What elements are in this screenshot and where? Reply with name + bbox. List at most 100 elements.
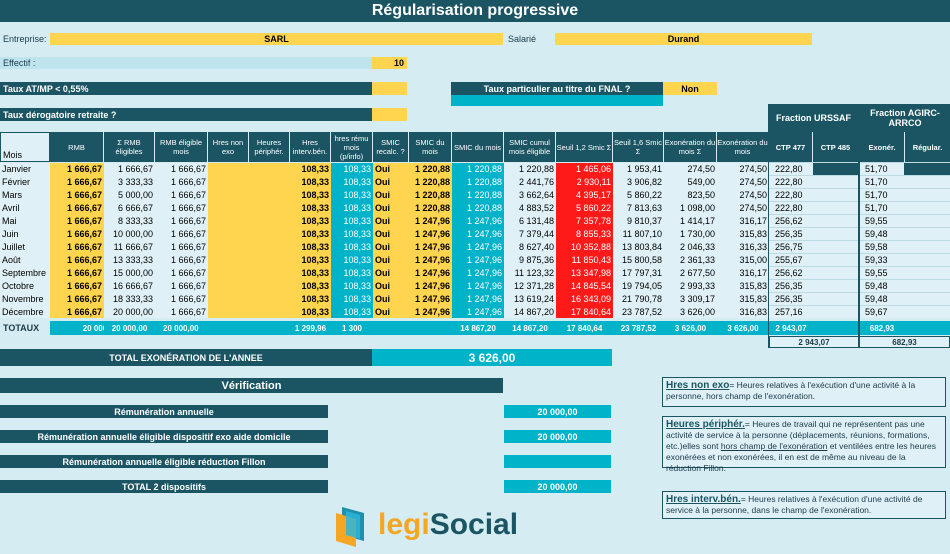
table-row: Juillet 1 666,67 11 666,67 1 666,67 108,33 10… [0,240,950,254]
col-header-smic-recalc: SMIC recalc. ? [373,132,408,162]
cell-smic-mois-1[interactable]: 1 247,96 [409,253,452,267]
cell-hres-non-exo[interactable] [208,175,249,189]
cell-heures-peripher[interactable] [249,227,290,241]
cell-hres-interv[interactable]: 108,33 [290,162,331,176]
totals-label: TOTAUX [3,323,40,333]
cell-smic-mois-1[interactable]: 1 247,96 [409,214,452,228]
cell-smic-recalc[interactable]: Oui [373,279,409,293]
cell-hres-interv[interactable]: 108,33 [290,175,331,189]
cell-smic-mois-1[interactable]: 1 247,96 [409,292,452,306]
cell-seuil-12: 14 845,54 [556,279,613,293]
cell-hres-non-exo[interactable] [208,214,249,228]
cell-smic-recalc[interactable]: Oui [373,292,409,306]
cell-rmb[interactable]: 1 666,67 [50,240,104,254]
cell-hres-interv[interactable]: 108,33 [290,227,331,241]
cell-heures-peripher[interactable] [249,175,290,189]
table-row: Novembre 1 666,67 18 333,33 1 666,67 108,33 1… [0,292,950,306]
cell-hres-non-exo[interactable] [208,240,249,254]
table-row: Octobre 1 666,67 16 666,67 1 666,67 108,33 10… [0,279,950,293]
cell-regular [904,201,950,215]
cell-hres-non-exo[interactable] [208,162,249,176]
entreprise-field[interactable]: SARL [50,33,503,45]
cell-heures-peripher[interactable] [249,188,290,202]
cell-smic-recalc[interactable]: Oui [373,175,409,189]
verif-value-0: 20 000,00 [504,405,611,418]
cell-rmb[interactable]: 1 666,67 [50,305,104,318]
cell-rmb[interactable]: 1 666,67 [50,279,104,293]
cell-hres-non-exo[interactable] [208,305,249,318]
cell-heures-peripher[interactable] [249,201,290,215]
taux-atmp-field[interactable] [372,82,407,95]
cell-heures-peripher[interactable] [249,162,290,176]
cell-hres-non-exo[interactable] [208,292,249,306]
cell-rmb[interactable]: 1 666,67 [50,227,104,241]
cell-smic-recalc[interactable]: Oui [373,266,409,280]
cell-rmb[interactable]: 1 666,67 [50,201,104,215]
cell-rmb[interactable]: 1 666,67 [50,266,104,280]
total-hres-remu: 1 300 [331,321,373,335]
cell-heures-peripher[interactable] [249,240,290,254]
cell-smic-mois-1[interactable]: 1 247,96 [409,279,452,293]
cell-heures-peripher[interactable] [249,279,290,293]
cell-heures-peripher[interactable] [249,253,290,267]
cell-hres-interv[interactable]: 108,33 [290,305,331,318]
cell-smic-recalc[interactable]: Oui [373,201,409,215]
cell-hres-non-exo[interactable] [208,227,249,241]
cell-seuil-16: 1 953,41 [613,162,664,176]
cell-exo-sum: 1 414,17 [664,214,717,228]
cell-smic-mois-1[interactable]: 1 247,96 [409,305,452,318]
cell-seuil-16: 7 813,63 [613,201,664,215]
cell-rmb[interactable]: 1 666,67 [50,162,104,176]
cell-hres-remu: 108,33 [331,201,373,215]
cell-heures-peripher[interactable] [249,292,290,306]
cell-hres-non-exo[interactable] [208,279,249,293]
cell-smic-recalc[interactable]: Oui [373,305,409,318]
cell-hres-interv[interactable]: 108,33 [290,188,331,202]
note-term-0: Hres non exo [666,380,730,391]
cell-rmb[interactable]: 1 666,67 [50,292,104,306]
cell-smic-cumul: 4 883,52 [504,201,556,215]
cell-rmb[interactable]: 1 666,67 [50,214,104,228]
cell-hres-interv[interactable]: 108,33 [290,253,331,267]
cell-smic-mois-1[interactable]: 1 220,88 [409,175,452,189]
cell-heures-peripher[interactable] [249,214,290,228]
cell-seuil-16: 5 860,22 [613,188,664,202]
cell-hres-interv[interactable]: 108,33 [290,279,331,293]
col-header-rmb-eligible: RMB éligible mois [155,132,207,162]
cell-rmb[interactable]: 1 666,67 [50,188,104,202]
salarie-field[interactable]: Durand [555,33,812,45]
taux-fnal-field[interactable]: Non [663,82,717,95]
taux-derog-field[interactable] [372,108,407,121]
cell-hres-interv[interactable]: 108,33 [290,201,331,215]
cell-smic-recalc[interactable]: Oui [373,188,409,202]
cell-smic-mois-1[interactable]: 1 247,96 [409,240,452,254]
cell-smic-mois-1[interactable]: 1 220,88 [409,162,452,176]
cell-seuil-12: 16 343,09 [556,292,613,306]
cell-smic-recalc[interactable]: Oui [373,227,409,241]
cell-smic-recalc[interactable]: Oui [373,240,409,254]
cell-seuil-16: 11 807,10 [613,227,664,241]
cell-smic-recalc[interactable]: Oui [373,253,409,267]
cell-smic-recalc[interactable]: Oui [373,162,409,176]
cell-hres-interv[interactable]: 108,33 [290,240,331,254]
cell-ctp477: 256,35 [769,279,813,293]
cell-hres-interv[interactable]: 108,33 [290,292,331,306]
cell-smic-recalc[interactable]: Oui [373,214,409,228]
cell-hres-interv[interactable]: 108,33 [290,266,331,280]
col-header-exo-sum: Exonération du mois Σ [664,132,716,162]
cell-heures-peripher[interactable] [249,305,290,318]
cell-hres-non-exo[interactable] [208,188,249,202]
cell-rmb[interactable]: 1 666,67 [50,175,104,189]
cell-hres-non-exo[interactable] [208,201,249,215]
cell-hres-non-exo[interactable] [208,253,249,267]
effectif-field[interactable]: 10 [372,57,407,69]
cell-smic-mois-1[interactable]: 1 220,88 [409,188,452,202]
cell-smic-mois-1[interactable]: 1 247,96 [409,266,452,280]
cell-hres-interv[interactable]: 108,33 [290,214,331,228]
cell-smic-mois-1[interactable]: 1 220,88 [409,201,452,215]
cell-heures-peripher[interactable] [249,266,290,280]
cell-smic-mois-1[interactable]: 1 247,96 [409,227,452,241]
cell-hres-non-exo[interactable] [208,266,249,280]
cell-mois: Mai [0,214,50,228]
cell-rmb[interactable]: 1 666,67 [50,253,104,267]
